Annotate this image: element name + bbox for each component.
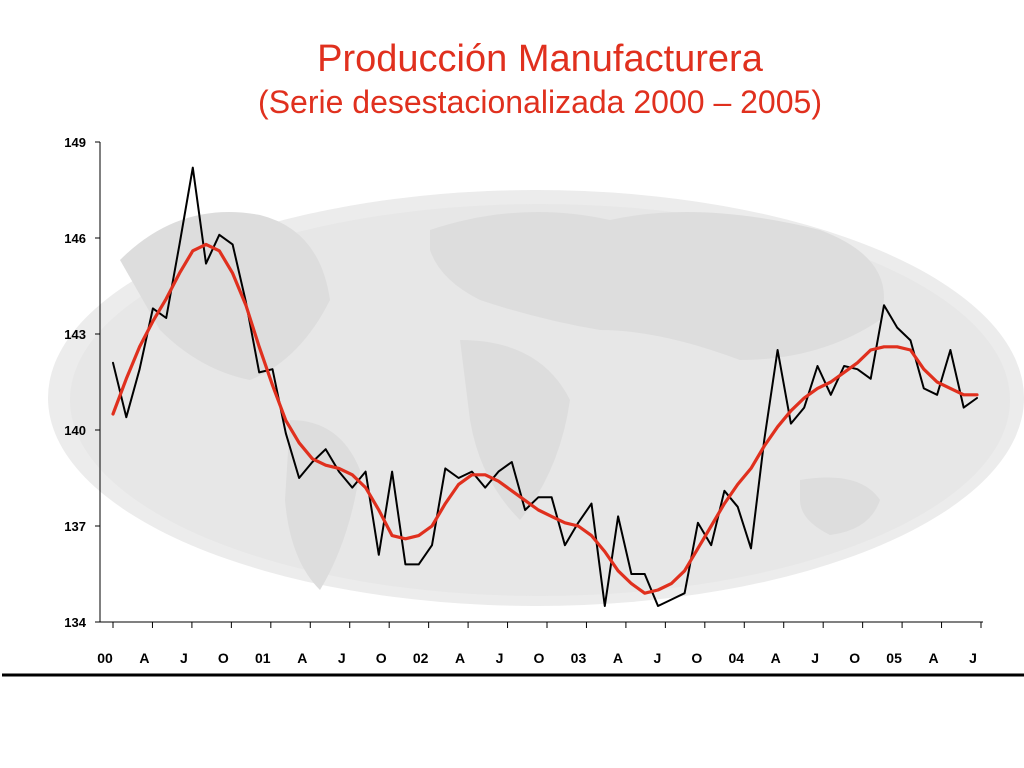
series-line-original — [112, 166, 978, 607]
x-tick-label: J — [180, 650, 188, 666]
chart-title-block: Producción Manufacturera (Serie desestac… — [0, 36, 1024, 122]
chart-subtitle: (Serie desestacionalizada 2000 – 2005) — [258, 84, 822, 120]
y-tick-label: 146 — [64, 231, 86, 246]
x-tick-label: 04 — [728, 650, 744, 666]
series-layer — [111, 166, 979, 607]
y-tick-label: 140 — [64, 423, 86, 438]
x-tick-label: 00 — [97, 650, 113, 666]
x-tick-label: O — [534, 650, 545, 666]
x-tick-label: 02 — [413, 650, 429, 666]
x-tick-label: A — [613, 650, 623, 666]
x-tick-label: A — [455, 650, 465, 666]
y-tick-label: 137 — [64, 519, 86, 534]
y-tick-label: 143 — [64, 327, 86, 342]
y-tick-label: 149 — [64, 135, 86, 150]
series-line-trend — [111, 242, 979, 595]
world-map-background — [48, 190, 1024, 606]
x-tick-label: O — [218, 650, 229, 666]
x-tick-label: 01 — [255, 650, 271, 666]
x-tick-label: A — [297, 650, 307, 666]
y-tick-label: 134 — [64, 615, 86, 630]
x-tick-label: O — [376, 650, 387, 666]
x-tick-label: J — [338, 650, 346, 666]
x-tick-label: J — [496, 650, 504, 666]
x-tick-label: 05 — [886, 650, 902, 666]
x-tick-label: O — [849, 650, 860, 666]
chart-title: Producción Manufacturera — [317, 38, 763, 80]
x-tick-label: J — [811, 650, 819, 666]
x-tick-label: 03 — [571, 650, 587, 666]
x-tick-label: A — [139, 650, 149, 666]
x-tick-label: A — [928, 650, 938, 666]
x-tick-label: J — [969, 650, 977, 666]
axes: 134 137 140 143 146 149 00 A J O 01 A J O 02 A J O 03 A J O 04… — [64, 135, 983, 666]
x-tick-label: J — [653, 650, 661, 666]
x-tick-label: A — [771, 650, 781, 666]
x-tick-label: O — [691, 650, 702, 666]
